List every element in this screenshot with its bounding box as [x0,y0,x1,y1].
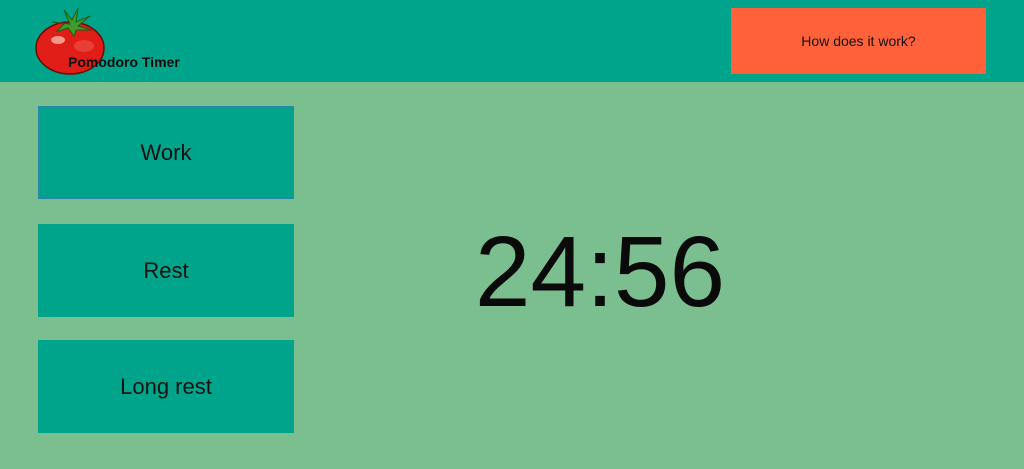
header-bar: Pomodoro Timer How does it work? [0,0,1024,82]
rest-mode-button[interactable]: Rest [38,224,294,317]
long-rest-mode-button[interactable]: Long rest [38,340,294,433]
how-does-it-work-button[interactable]: How does it work? [731,8,986,74]
app-title: Pomodoro Timer [68,54,180,70]
tomato-icon [34,6,110,76]
work-mode-button[interactable]: Work [38,106,294,199]
timer-display: 24:56 [474,216,726,328]
